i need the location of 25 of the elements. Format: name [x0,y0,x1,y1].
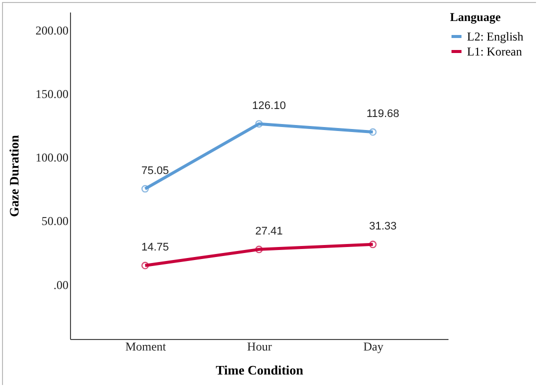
data-label: 75.05 [141,164,169,177]
x-tick-label: Day [363,340,384,354]
data-label: 14.75 [141,242,169,254]
point [141,262,149,270]
point [369,128,377,136]
x-tick-label: Hour [247,340,272,354]
point [369,240,377,248]
data-label: 31.33 [369,220,397,232]
data-label: 119.68 [366,108,400,120]
data-label: 126.10 [252,100,286,112]
legend-title: Language [450,10,502,24]
y-tick-label: 200.00 [36,23,68,38]
y-tick-label: 100.00 [36,150,68,165]
y-tick-label: 50.00 [42,214,68,228]
y-tick-label: 150.00 [36,86,68,101]
legend-label: L1: Korean [467,44,522,58]
point [141,185,149,193]
legend-label: L2: English [467,30,524,44]
x-axis-title: Time Condition [216,362,304,378]
x-tick-label: Moment [125,340,167,354]
y-tick-label: .00 [54,278,68,292]
point [255,246,263,254]
point [255,120,263,128]
y-axis-title: Gaze Duration [6,134,22,217]
data-label: 27.41 [255,225,283,238]
